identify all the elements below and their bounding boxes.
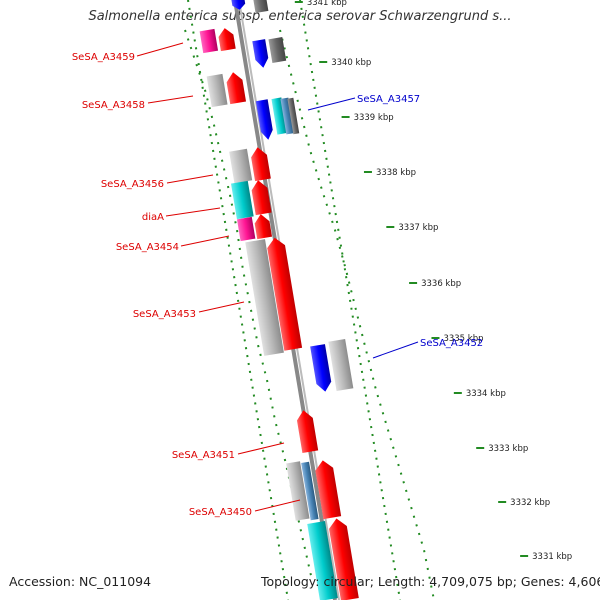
gene-arrow[interactable]: [255, 99, 274, 140]
leader-line: [372, 341, 419, 359]
gene-arrow[interactable]: [271, 97, 288, 135]
gene-arrow[interactable]: [229, 148, 253, 184]
gene-label[interactable]: SeSA_A3452: [420, 338, 483, 349]
gene-arrow[interactable]: [250, 146, 271, 182]
gene-label[interactable]: SeSA_A3459: [72, 52, 135, 63]
accession-text: Accession: NC_011094: [9, 574, 152, 589]
gene-arrow[interactable]: [250, 179, 272, 216]
map-title: Salmonella enterica subsp. enterica sero…: [88, 9, 512, 24]
gene-arrow[interactable]: [287, 97, 300, 135]
gene-arrow[interactable]: [245, 239, 284, 356]
scale-tick-label: 3336 kbp: [421, 279, 461, 289]
gene-arrow[interactable]: [328, 338, 354, 392]
scale-tick-label: 3331 kbp: [532, 552, 572, 562]
gene-label[interactable]: SeSA_A3450: [189, 507, 252, 518]
guide-layer: [184, 0, 435, 600]
topology-text: Topology: circular; Length: 4,709,075 bp…: [261, 574, 600, 589]
scale-tick-label: 3337 kbp: [398, 223, 438, 233]
gene-label[interactable]: SeSA_A3454: [116, 242, 179, 253]
leader-line: [165, 207, 221, 217]
gene-arrow[interactable]: [328, 517, 359, 600]
scale-tick-label: 3334 kbp: [466, 389, 506, 399]
scale-tick-label: 3332 kbp: [510, 498, 550, 508]
scale-tick-label: 3338 kbp: [376, 168, 416, 178]
gene-arrow[interactable]: [286, 461, 310, 521]
leader-line: [147, 95, 194, 104]
gene-arrow[interactable]: [225, 71, 247, 105]
scale-tick-label: 3333 kbp: [488, 444, 528, 454]
leader-line: [166, 174, 214, 184]
gene-layer[interactable]: [199, 0, 359, 600]
gene-arrow[interactable]: [236, 216, 256, 242]
label-layer[interactable]: SeSA_A3459 SeSA_A3458 SeSA_A3457 SeSA_A3456…: [72, 42, 483, 518]
gene-arrow[interactable]: [310, 344, 333, 393]
scale-tick-label: 3340 kbp: [331, 58, 371, 68]
gene-label[interactable]: SeSA_A3458: [82, 100, 145, 111]
gene-arrow[interactable]: [268, 37, 287, 63]
gene-arrow[interactable]: [280, 97, 295, 135]
gene-arrow[interactable]: [199, 28, 219, 54]
guide-line: [184, 29, 313, 581]
gene-label[interactable]: SeSA_A3456: [101, 179, 164, 190]
leader-line: [237, 442, 285, 455]
gene-label[interactable]: SeSA_A3451: [172, 450, 235, 461]
gene-label[interactable]: diaA: [142, 212, 164, 223]
leader-line: [307, 97, 356, 111]
guide-line: [187, 0, 290, 600]
gene-arrow[interactable]: [307, 521, 338, 600]
gene-arrow[interactable]: [230, 180, 254, 220]
gene-arrow[interactable]: [253, 213, 273, 240]
gene-label[interactable]: SeSA_A3457: [357, 94, 420, 105]
gene-arrow[interactable]: [296, 409, 319, 454]
scale-tick-label: 3335 kbp: [443, 334, 483, 344]
gene-arrow[interactable]: [252, 0, 269, 13]
leader-line: [136, 42, 184, 57]
guide-line: [299, 0, 402, 600]
gene-arrow[interactable]: [301, 461, 319, 521]
gene-arrow[interactable]: [314, 459, 342, 520]
leader-line: [254, 499, 301, 512]
gene-arrow[interactable]: [266, 236, 303, 351]
gene-arrow[interactable]: [217, 27, 236, 52]
scale-tick-label: 3339 kbp: [354, 113, 394, 123]
gene-arrow[interactable]: [230, 0, 246, 11]
scale-layer: 3341 kbp 3340 kbp 3339 kbp 3338 kbp 3337 kbp…: [294, 0, 572, 562]
scale-tick-label: 3341 kbp: [307, 0, 347, 8]
gene-arrow[interactable]: [252, 39, 269, 69]
gene-arrow[interactable]: [206, 73, 228, 108]
gene-label[interactable]: SeSA_A3453: [133, 309, 196, 320]
leader-line: [198, 301, 245, 313]
leader-line: [180, 235, 230, 247]
